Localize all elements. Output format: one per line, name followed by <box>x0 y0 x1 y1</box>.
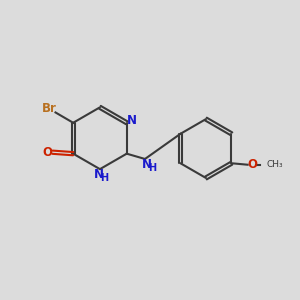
Text: H: H <box>148 163 157 173</box>
Text: N: N <box>94 168 103 181</box>
Text: Br: Br <box>42 101 57 115</box>
Text: N: N <box>127 114 137 127</box>
Text: N: N <box>142 158 152 171</box>
Text: O: O <box>42 146 52 159</box>
Text: CH₃: CH₃ <box>267 160 284 169</box>
Text: H: H <box>100 173 108 183</box>
Text: O: O <box>248 158 258 171</box>
